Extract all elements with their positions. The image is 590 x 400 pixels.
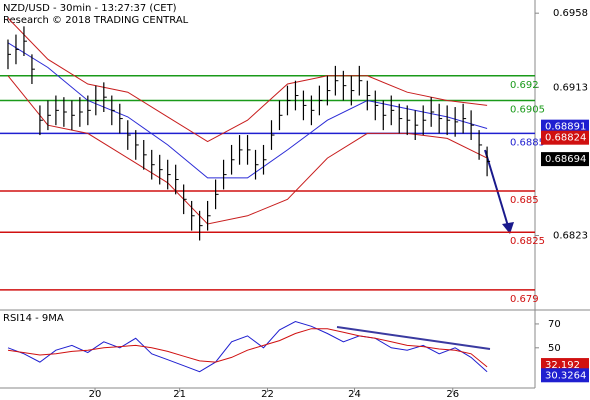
rsi-line [7,320,488,373]
level-label: 0.6905 [510,104,545,115]
overlay-line [7,17,488,143]
y-tick-label: 0.6958 [553,8,588,19]
price-tag-label: 0.68891 [545,122,586,133]
x-tick-label: 22 [261,389,274,400]
rsi-tag-label: 32.192 [545,360,580,371]
price-tag-label: 0.68694 [545,154,586,165]
price-tag-label: 0.68824 [545,133,586,144]
forecast-arrow [484,149,509,227]
rsi-tag [541,368,589,383]
x-tick-label: 24 [348,389,361,400]
arrow-head [502,222,514,234]
price-tag [541,130,589,145]
rsi-title: RSI14 - 9MA [3,313,64,324]
y-tick-label: 0.6913 [553,82,588,93]
rsi-tick-label: 70 [548,319,561,330]
level-label: 0.679 [510,294,539,305]
rsi-tag-label: 30.3264 [545,370,586,381]
price-tag [541,152,589,167]
chart-subtitle: Research © 2018 TRADING CENTRAL [3,15,189,26]
x-tick-label: 20 [89,389,102,400]
level-label: 0.692 [510,80,539,91]
x-tick-label: 21 [173,389,186,400]
chart-title: NZD/USD - 30min - 13:27:37 (CET) [3,3,177,14]
y-tick-label: 0.6823 [553,231,588,242]
rsi-tick-label: 50 [548,343,561,354]
rsi-line [7,328,488,368]
price-tag [541,119,589,134]
level-label: 0.6885 [510,137,545,148]
x-tick-label: 26 [446,389,459,400]
rsi-trendline [336,326,491,350]
level-label: 0.6825 [510,236,545,247]
level-label: 0.685 [510,195,539,206]
